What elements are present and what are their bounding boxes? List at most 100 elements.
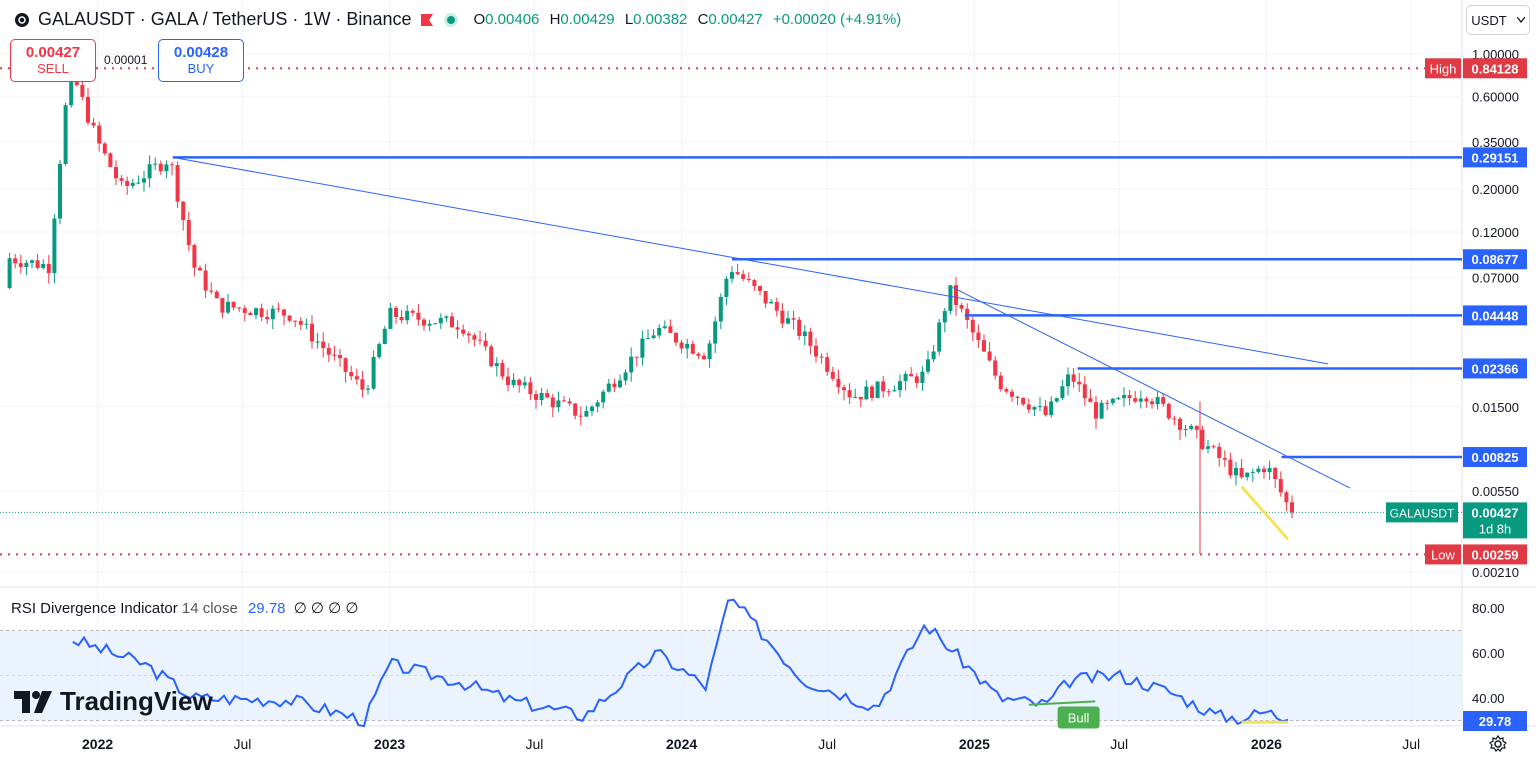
- candle-body: [142, 178, 146, 183]
- rsi-legend[interactable]: RSI Divergence Indicator 14 close 29.78 …: [11, 600, 359, 617]
- symbol-tag-label: GALAUSDT: [1390, 506, 1455, 520]
- candle-body: [814, 345, 818, 357]
- candle-body: [500, 363, 505, 377]
- candle-body: [153, 163, 158, 165]
- price-tick-label: 0.00210: [1472, 565, 1519, 580]
- candle-body: [881, 381, 886, 392]
- candle-body: [158, 163, 163, 172]
- candle-body: [679, 342, 684, 349]
- candle-body: [416, 312, 421, 320]
- candle-body: [830, 371, 835, 379]
- candle-body: [1273, 468, 1278, 479]
- candle-body: [360, 379, 365, 390]
- candle-body: [405, 310, 410, 321]
- candle-body: [959, 305, 964, 309]
- candle-body: [1122, 395, 1126, 399]
- time-tick-label: 2023: [374, 736, 405, 752]
- candle-body: [198, 267, 202, 271]
- low-tag-label: Low: [1431, 547, 1455, 562]
- candle-body: [690, 343, 695, 354]
- candle-body: [433, 323, 438, 325]
- trendline-long: [172, 156, 1329, 365]
- symbol-title[interactable]: GALAUSDT · GALA / TetherUS · 1W · Binanc…: [38, 9, 412, 29]
- candle-body: [108, 153, 113, 168]
- level-price-tag: [1463, 358, 1527, 379]
- candle-body: [164, 164, 169, 172]
- candle-body: [63, 105, 68, 164]
- candle-body: [97, 125, 102, 144]
- candle-body: [819, 356, 824, 358]
- candle-body: [567, 401, 572, 404]
- symbol-tag-box: [1386, 502, 1458, 523]
- high-price-box: [1463, 58, 1527, 79]
- candle-body: [612, 383, 617, 388]
- candle-body: [326, 348, 331, 355]
- currency-selector[interactable]: USDT: [1466, 5, 1530, 35]
- candle-body: [450, 316, 454, 328]
- sell-button[interactable]: 0.00427 SELL: [10, 39, 96, 82]
- candle-body: [338, 355, 342, 359]
- candle-body: [1094, 402, 1098, 419]
- candle-body: [987, 351, 992, 361]
- buy-button[interactable]: 0.00428 BUY: [158, 39, 244, 82]
- candle-body: [1049, 401, 1054, 416]
- candle-body: [606, 383, 611, 392]
- level-price-label: 0.04448: [1472, 308, 1519, 323]
- candle-body: [836, 378, 841, 388]
- price-tick-label: 0.35000: [1472, 135, 1519, 150]
- price-tick-label: 0.07000: [1472, 270, 1519, 285]
- flag-icon[interactable]: [419, 12, 435, 28]
- candle-body: [494, 363, 499, 367]
- candle-body: [1206, 446, 1210, 449]
- settings-gear-icon[interactable]: [1488, 734, 1508, 754]
- candle-body: [797, 319, 802, 336]
- candle-body: [937, 322, 942, 352]
- trendline-short: [952, 287, 1351, 489]
- candle-body: [1200, 429, 1205, 449]
- candle-body: [1256, 468, 1261, 472]
- candle-body: [1032, 407, 1037, 410]
- candle-body: [976, 332, 981, 341]
- candle-body: [30, 260, 34, 263]
- candle-body: [774, 302, 779, 311]
- candle-body: [270, 308, 275, 320]
- candle-body: [534, 394, 538, 400]
- candle-body: [562, 400, 566, 402]
- candle-body: [556, 400, 561, 408]
- candle-body: [1290, 502, 1294, 513]
- candle-body: [237, 307, 242, 309]
- candle-body: [343, 358, 348, 373]
- rsi-tick-label: 40.00: [1472, 691, 1505, 706]
- candle-body: [58, 163, 62, 219]
- candle-body: [713, 321, 718, 344]
- candle-body: [634, 356, 639, 358]
- candle-body: [125, 180, 130, 186]
- level-price-label: 0.00825: [1472, 450, 1519, 465]
- time-tick-label: 2025: [959, 736, 990, 752]
- candle-body: [741, 274, 746, 279]
- candle-body: [86, 96, 90, 123]
- candle-body: [931, 351, 936, 360]
- candle-body: [1239, 468, 1244, 478]
- candle-body: [214, 291, 219, 299]
- candle-body: [35, 260, 40, 268]
- candle-body: [394, 307, 398, 318]
- candle-body: [970, 319, 975, 333]
- candle-body: [1278, 478, 1283, 493]
- candle-body: [942, 310, 947, 323]
- candle-body: [909, 373, 914, 377]
- candle-body: [226, 301, 230, 313]
- candle-body: [1082, 384, 1087, 399]
- candle-body: [114, 167, 118, 179]
- candle-body: [242, 308, 247, 313]
- candle-body: [735, 272, 740, 275]
- tradingview-logo-icon: [14, 690, 52, 713]
- candle-body: [601, 391, 606, 403]
- candle-body: [752, 280, 757, 287]
- level-price-tag: [1463, 147, 1527, 168]
- candle-body: [170, 164, 174, 166]
- level-price-tag: [1463, 447, 1527, 468]
- price-tick-label: 0.60000: [1472, 90, 1519, 105]
- candle-body: [769, 302, 774, 304]
